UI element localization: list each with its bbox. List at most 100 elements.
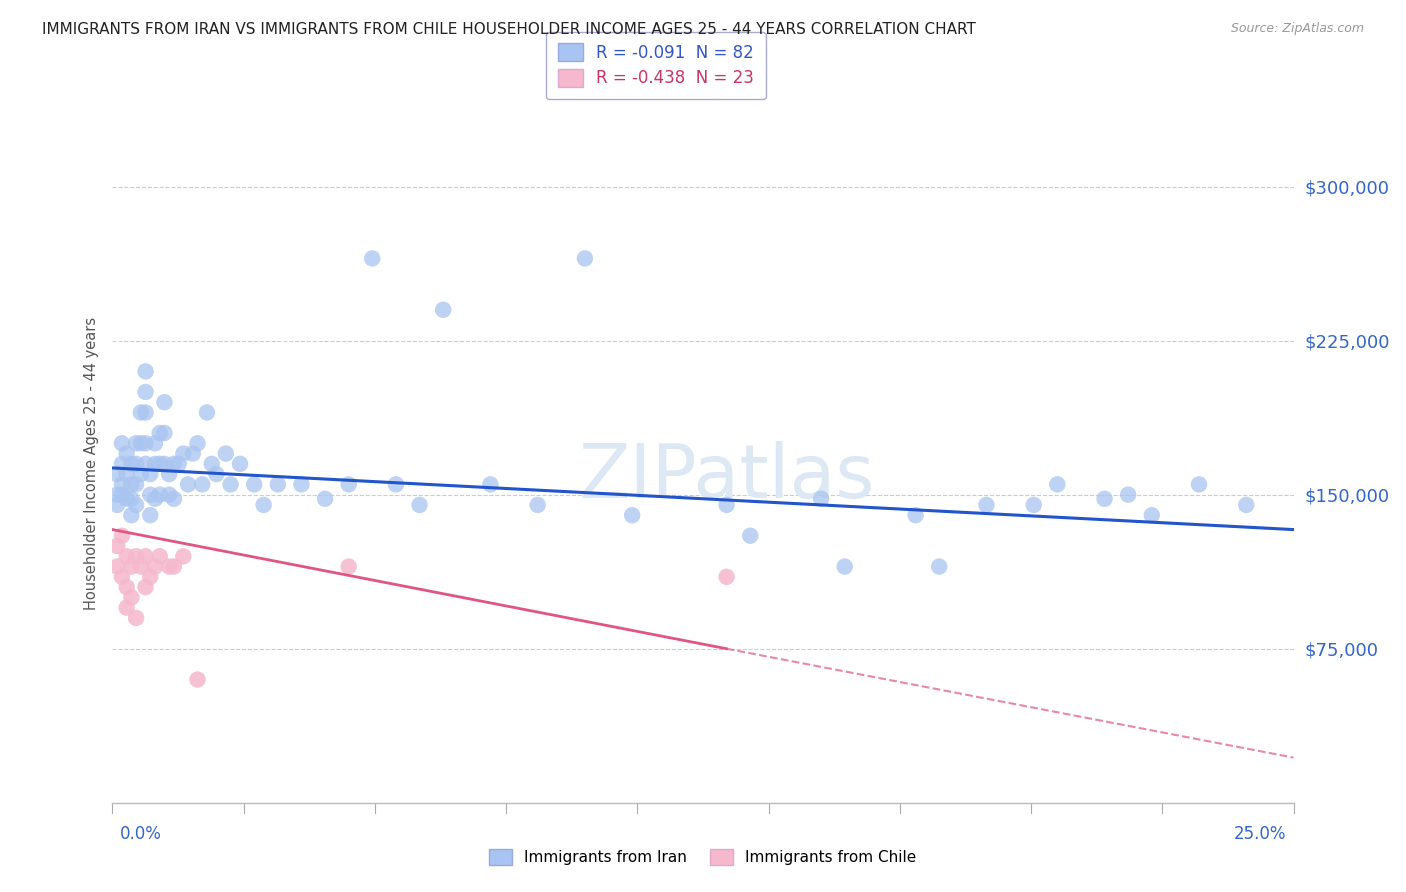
Point <box>928 559 950 574</box>
Point <box>1046 477 1069 491</box>
Point <box>290 477 312 491</box>
Point <box>115 600 138 615</box>
Point <box>135 364 157 378</box>
Point <box>219 477 242 491</box>
Point <box>810 491 832 506</box>
Point <box>105 467 128 482</box>
Point <box>135 405 157 419</box>
Point <box>139 488 162 502</box>
Point <box>1022 498 1045 512</box>
Point <box>153 457 176 471</box>
Point <box>111 529 134 543</box>
Point <box>143 559 166 574</box>
Point <box>149 457 172 471</box>
Point <box>120 559 142 574</box>
Point <box>1234 498 1257 512</box>
Text: 25.0%: 25.0% <box>1234 825 1286 843</box>
Point <box>195 405 218 419</box>
Point <box>186 673 208 687</box>
Point <box>143 457 166 471</box>
Legend: Immigrants from Iran, Immigrants from Chile: Immigrants from Iran, Immigrants from Ch… <box>484 843 922 871</box>
Point <box>115 467 138 482</box>
Point <box>111 436 134 450</box>
Point <box>139 508 162 523</box>
Y-axis label: Householder Income Ages 25 - 44 years: Householder Income Ages 25 - 44 years <box>83 318 98 610</box>
Point <box>111 570 134 584</box>
Point <box>157 467 180 482</box>
Text: ZIPatlas: ZIPatlas <box>578 441 875 514</box>
Point <box>120 591 142 605</box>
Point <box>111 477 134 491</box>
Point <box>149 425 172 440</box>
Point <box>163 559 186 574</box>
Point <box>129 436 152 450</box>
Point <box>186 436 208 450</box>
Point <box>361 252 384 266</box>
Point <box>135 580 157 594</box>
Point <box>129 467 152 482</box>
Point <box>153 425 176 440</box>
Point <box>135 384 157 399</box>
Point <box>1140 508 1163 523</box>
Point <box>157 488 180 502</box>
Point <box>574 252 596 266</box>
Legend: R = -0.091  N = 82, R = -0.438  N = 23: R = -0.091 N = 82, R = -0.438 N = 23 <box>546 31 765 99</box>
Point <box>125 549 148 564</box>
Point <box>115 491 138 506</box>
Point <box>1094 491 1116 506</box>
Point <box>1116 488 1139 502</box>
Point <box>143 436 166 450</box>
Point <box>139 570 162 584</box>
Point <box>120 457 142 471</box>
Point <box>243 477 266 491</box>
Point <box>191 477 214 491</box>
Point <box>621 508 644 523</box>
Point <box>143 491 166 506</box>
Point <box>177 477 200 491</box>
Point <box>834 559 856 574</box>
Point <box>408 498 430 512</box>
Point <box>125 436 148 450</box>
Point <box>105 488 128 502</box>
Point <box>111 457 134 471</box>
Point <box>163 491 186 506</box>
Point <box>172 549 194 564</box>
Text: IMMIGRANTS FROM IRAN VS IMMIGRANTS FROM CHILE HOUSEHOLDER INCOME AGES 25 - 44 YE: IMMIGRANTS FROM IRAN VS IMMIGRANTS FROM … <box>42 22 976 37</box>
Point <box>125 477 148 491</box>
Point <box>135 549 157 564</box>
Point <box>716 570 738 584</box>
Point <box>149 549 172 564</box>
Point <box>267 477 290 491</box>
Point <box>105 498 128 512</box>
Point <box>229 457 252 471</box>
Point <box>314 491 336 506</box>
Point <box>120 491 142 506</box>
Point <box>139 467 162 482</box>
Point <box>129 559 152 574</box>
Point <box>105 539 128 553</box>
Point <box>432 302 454 317</box>
Text: 0.0%: 0.0% <box>120 825 162 843</box>
Point <box>125 457 148 471</box>
Point <box>120 508 142 523</box>
Point <box>740 529 762 543</box>
Point <box>125 498 148 512</box>
Point <box>167 457 190 471</box>
Point <box>149 488 172 502</box>
Point <box>337 559 360 574</box>
Point <box>105 559 128 574</box>
Point <box>716 498 738 512</box>
Point <box>976 498 998 512</box>
Point <box>163 457 186 471</box>
Point <box>205 467 228 482</box>
Point <box>115 580 138 594</box>
Point <box>157 559 180 574</box>
Point <box>120 477 142 491</box>
Point <box>479 477 502 491</box>
Point <box>181 446 204 460</box>
Point <box>201 457 224 471</box>
Point <box>1188 477 1211 491</box>
Point <box>337 477 360 491</box>
Point <box>904 508 927 523</box>
Text: Source: ZipAtlas.com: Source: ZipAtlas.com <box>1230 22 1364 36</box>
